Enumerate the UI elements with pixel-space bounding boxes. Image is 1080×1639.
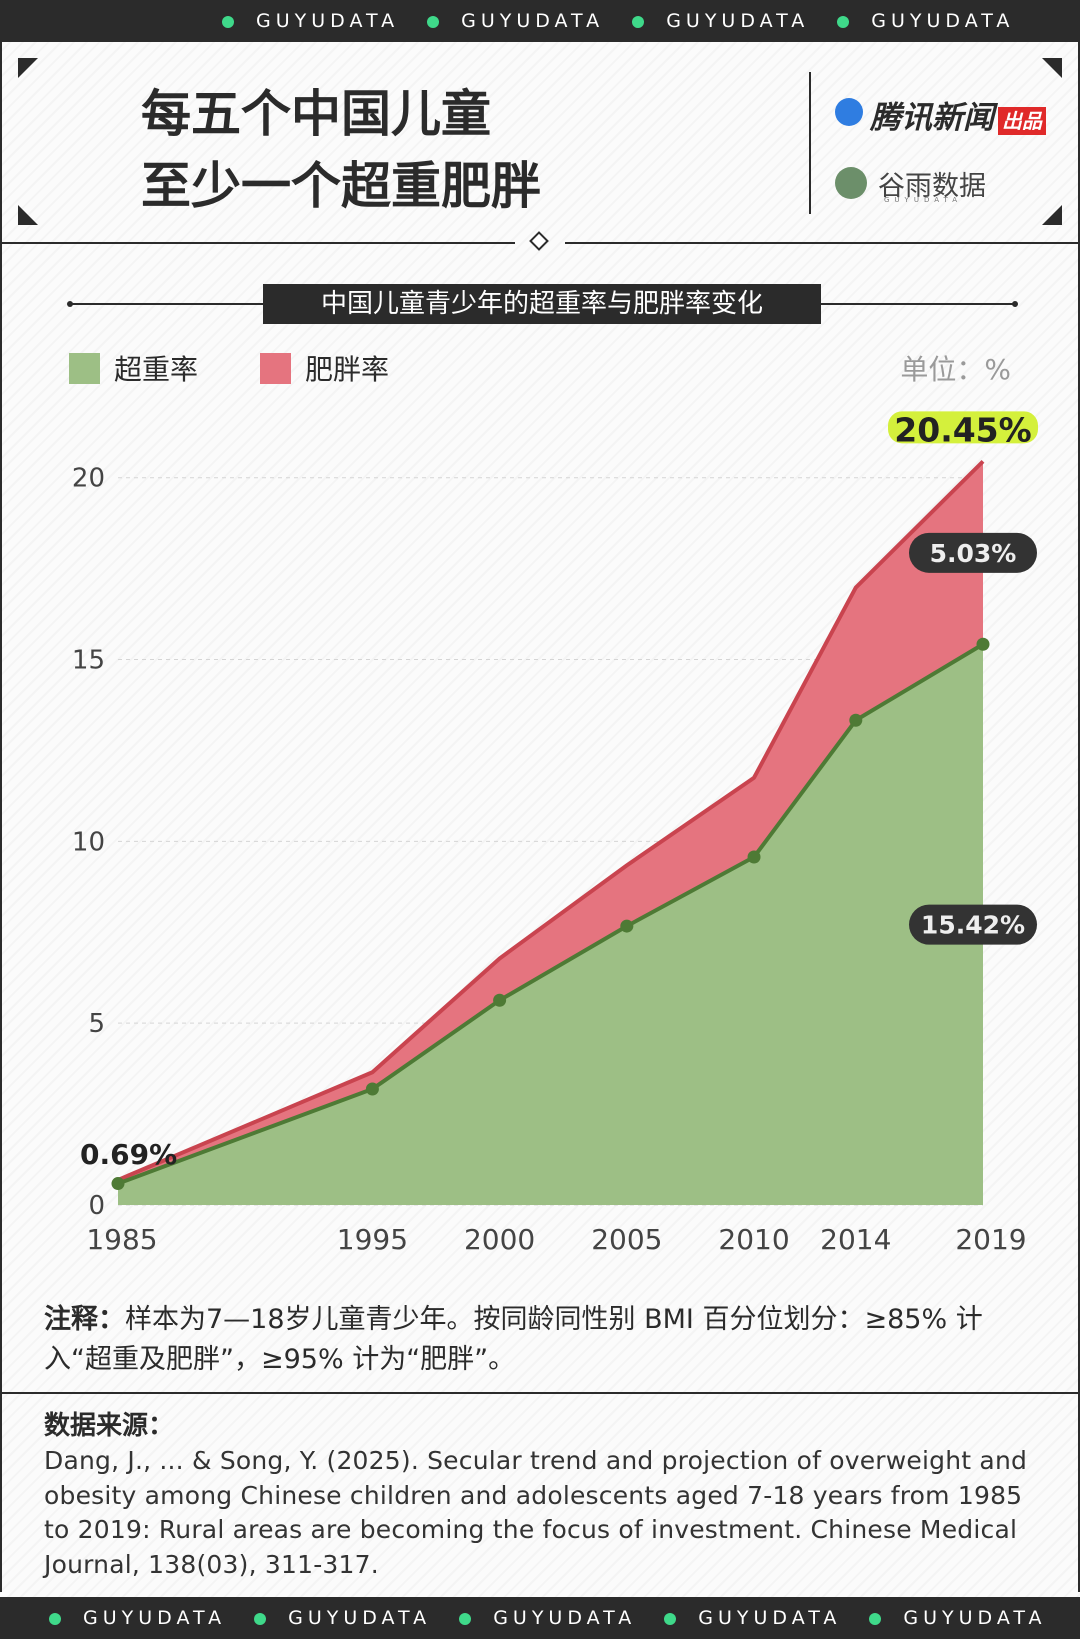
value-label: 5.03% [930, 539, 1017, 568]
note: 注释：样本为7—18岁儿童青少年。按同龄同性别 BMI 百分位划分：≥85% 计… [44, 1300, 1044, 1380]
y-tick-label: 15 [72, 646, 105, 676]
brand: 谷雨数据 [878, 171, 986, 202]
legend-item: 肥胖率 [260, 348, 389, 388]
x-tick-label: 2005 [591, 1223, 662, 1256]
x-tick-label: 2019 [955, 1223, 1026, 1256]
source-heading: 数据来源： [44, 1411, 175, 1441]
banner-item: GUYUDATA [427, 10, 604, 32]
corner [1042, 205, 1062, 225]
banner-item: GUYUDATA [49, 1607, 226, 1629]
legend: 超重率 肥胖率 [69, 348, 451, 388]
value-label-bg [909, 904, 1037, 945]
title-line: 至少一个超重肥胖 [141, 157, 541, 215]
brand-sub: GUYUDATA [884, 196, 962, 204]
value-label-bg [909, 532, 1037, 573]
legend-label: 肥胖率 [305, 353, 390, 386]
legend-swatch [69, 352, 100, 384]
y-tick-label: 20 [72, 464, 105, 494]
frame [0, 42, 1080, 1592]
point [365, 1082, 379, 1096]
banner-item: GUYUDATA [222, 10, 399, 32]
x-tick-label: 2010 [718, 1223, 789, 1256]
y-tick-label: 10 [72, 827, 105, 857]
bottom-banner: GUYUDATA GUYUDATA GUYUDATA GUYUDATA GUYUDATA [0, 1597, 1080, 1639]
title-line: 每五个中国儿童 [141, 85, 491, 143]
corner [1042, 58, 1062, 78]
note-text: 样本为7—18岁儿童青少年。按同龄同性别 BMI 百分位划分：≥85% 计入“超… [44, 1304, 983, 1375]
unit: 单位：% [900, 353, 1011, 386]
top-banner: GUYUDATA GUYUDATA GUYUDATA GUYUDATA [0, 0, 1080, 42]
diamond [529, 231, 549, 251]
note-label: 注释： [44, 1304, 125, 1335]
logo-icon [835, 98, 863, 126]
publisher: 腾讯新闻 出品 [870, 92, 1046, 137]
y-tick-label: 5 [88, 1009, 105, 1039]
banner-item: GUYUDATA [869, 1607, 1046, 1629]
line [117, 459, 985, 1182]
value-label: 15.42% [921, 911, 1025, 940]
x-tick-label: 2000 [464, 1223, 535, 1256]
annotation: 20.45% [894, 410, 1031, 449]
rule-dot [1012, 301, 1018, 307]
banner-item: GUYUDATA [254, 1607, 431, 1629]
publisher-name: 腾讯新闻 [870, 100, 994, 136]
area [118, 644, 983, 1205]
publisher-tag: 出品 [998, 107, 1046, 135]
logo-icon [835, 167, 867, 199]
point [747, 850, 761, 864]
x-tick-label: 1995 [337, 1223, 408, 1256]
point [976, 637, 990, 651]
source-text: Dang, J., ... & Song, Y. (2025). Secular… [44, 1446, 1028, 1579]
highlight [888, 411, 1038, 444]
point [111, 1177, 125, 1191]
banner-item: GUYUDATA [664, 1607, 841, 1629]
legend-label: 超重率 [114, 353, 199, 386]
point [620, 919, 634, 933]
banner-item: GUYUDATA [632, 10, 809, 32]
y-tick-label: 0 [88, 1191, 105, 1221]
title: 每五个中国儿童 至少一个超重肥胖 [141, 78, 541, 222]
annotation: 0.69% [80, 1138, 177, 1171]
chart-title: 中国儿童青少年的超重率与肥胖率变化 [263, 284, 821, 324]
banner-item: GUYUDATA [837, 10, 1014, 32]
banner-item: GUYUDATA [459, 1607, 636, 1629]
x-tick-label: 1985 [86, 1223, 157, 1256]
corner [18, 58, 38, 78]
corner [18, 205, 38, 225]
rule-dot [67, 301, 73, 307]
legend-swatch [260, 352, 292, 384]
point [849, 713, 863, 727]
x-tick-label: 2014 [820, 1223, 891, 1256]
point [493, 993, 507, 1007]
legend-item: 超重率 [69, 348, 198, 388]
